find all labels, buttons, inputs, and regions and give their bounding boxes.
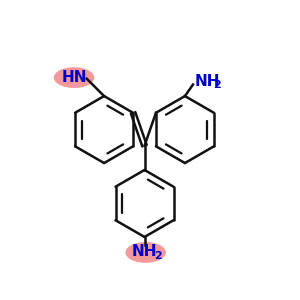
Ellipse shape bbox=[125, 242, 166, 263]
Text: HN: HN bbox=[61, 70, 87, 85]
Text: 2: 2 bbox=[213, 80, 221, 90]
Text: 2: 2 bbox=[154, 251, 162, 261]
Text: NH: NH bbox=[194, 74, 220, 88]
Text: NH: NH bbox=[132, 244, 158, 260]
Ellipse shape bbox=[54, 67, 94, 88]
